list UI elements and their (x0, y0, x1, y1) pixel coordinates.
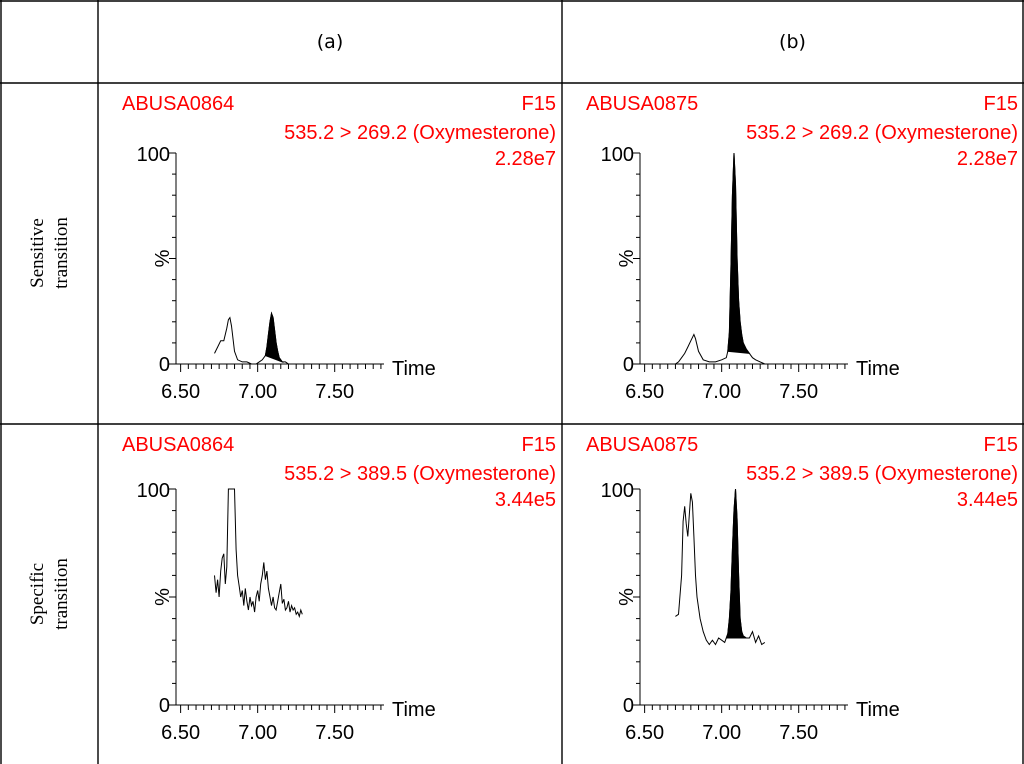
row-label-line-2: transition (51, 558, 72, 630)
y-tick-label: 100 (601, 144, 634, 166)
y-tick-label: 0 (623, 354, 634, 376)
x-tick-label: 7.50 (779, 381, 818, 403)
function-label: F15 (984, 93, 1018, 115)
x-tick-label: 7.00 (238, 381, 277, 403)
function-label: F15 (522, 93, 556, 115)
chromatogram-trace (214, 488, 303, 619)
y-axis-label: % (152, 249, 174, 267)
intensity-label: 2.28e7 (957, 148, 1018, 170)
y-tick-label: 100 (601, 480, 634, 502)
sample-id: ABUSA0864 (122, 434, 234, 456)
x-tick-label: 7.50 (779, 722, 818, 744)
chromatogram-trace (214, 311, 301, 365)
y-tick-label: 100 (137, 144, 170, 166)
column-header-b: (b) (779, 31, 806, 53)
y-tick-label: 100 (137, 480, 170, 502)
row-label-line-2: transition (51, 217, 72, 289)
chromatogram-panel-b-sensitive: ABUSA0875 F15 535.2 > 269.2 (Oxymesterone)… (586, 93, 1018, 403)
function-label: F15 (984, 434, 1018, 456)
y-tick-label: 0 (159, 354, 170, 376)
chromatogram-panel-a-specific: ABUSA0864 F15 535.2 > 389.5 (Oxymesterone)… (122, 434, 556, 744)
x-tick-label: 7.50 (315, 381, 354, 403)
intensity-label: 2.28e7 (495, 148, 556, 170)
row-label-specific-transition: Specific transition (26, 514, 74, 674)
x-tick-label: 7.00 (702, 381, 741, 403)
function-label: F15 (522, 434, 556, 456)
sample-id: ABUSA0864 (122, 93, 234, 115)
y-tick-label: 0 (623, 695, 634, 717)
sample-id: ABUSA0875 (586, 93, 698, 115)
x-tick-label: 6.50 (625, 722, 664, 744)
x-tick-label: 6.50 (625, 381, 664, 403)
chromatogram-panel-b-specific: ABUSA0875 F15 535.2 > 389.5 (Oxymesterone)… (586, 434, 1018, 744)
intensity-label: 3.44e5 (495, 489, 556, 511)
x-axis-label: Time (856, 358, 900, 380)
chromatogram-trace (675, 488, 766, 646)
x-tick-label: 6.50 (161, 381, 200, 403)
x-axis-label: Time (392, 358, 436, 380)
chromatogram-trace (675, 152, 766, 365)
transition-label: 535.2 > 269.2 (Oxymesterone) (746, 122, 1018, 144)
sample-id: ABUSA0875 (586, 434, 698, 456)
transition-label: 535.2 > 269.2 (Oxymesterone) (284, 122, 556, 144)
row-label-line-1: Specific (27, 562, 48, 626)
x-tick-label: 7.50 (315, 722, 354, 744)
x-tick-label: 7.00 (238, 722, 277, 744)
row-label-sensitive-transition: Sensitive transition (26, 173, 74, 333)
x-axis-label: Time (856, 699, 900, 721)
row-label-line-1: Sensitive (27, 218, 48, 288)
column-header-a: (a) (316, 31, 344, 53)
x-axis-label: Time (392, 699, 436, 721)
transition-label: 535.2 > 389.5 (Oxymesterone) (746, 463, 1018, 485)
y-tick-label: 0 (159, 695, 170, 717)
y-axis-label: % (616, 249, 638, 267)
chromatogram-panel-a-sensitive: ABUSA0864 F15 535.2 > 269.2 (Oxymesterone)… (122, 93, 556, 403)
transition-label: 535.2 > 389.5 (Oxymesterone) (284, 463, 556, 485)
x-tick-label: 6.50 (161, 722, 200, 744)
x-tick-label: 7.00 (702, 722, 741, 744)
y-axis-label: % (616, 588, 638, 606)
intensity-label: 3.44e5 (957, 489, 1018, 511)
y-axis-label: % (152, 588, 174, 606)
